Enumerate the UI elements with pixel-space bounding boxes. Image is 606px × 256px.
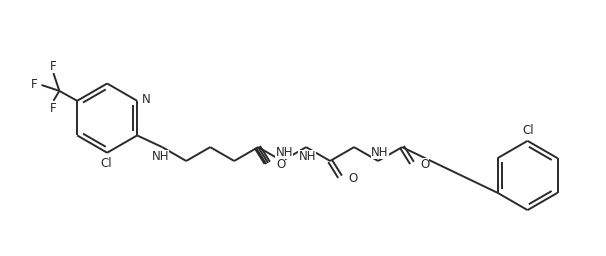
Text: Cl: Cl [523, 124, 534, 137]
Text: O: O [276, 158, 285, 172]
Text: F: F [50, 60, 57, 73]
Text: F: F [50, 102, 57, 115]
Text: O: O [420, 158, 429, 172]
Text: NH: NH [152, 150, 169, 163]
Text: NH: NH [298, 150, 316, 163]
Text: Cl: Cl [101, 157, 112, 170]
Text: NH: NH [275, 146, 293, 158]
Text: F: F [32, 79, 38, 91]
Text: O: O [348, 172, 357, 185]
Text: N: N [142, 93, 151, 106]
Text: NH: NH [371, 146, 389, 158]
